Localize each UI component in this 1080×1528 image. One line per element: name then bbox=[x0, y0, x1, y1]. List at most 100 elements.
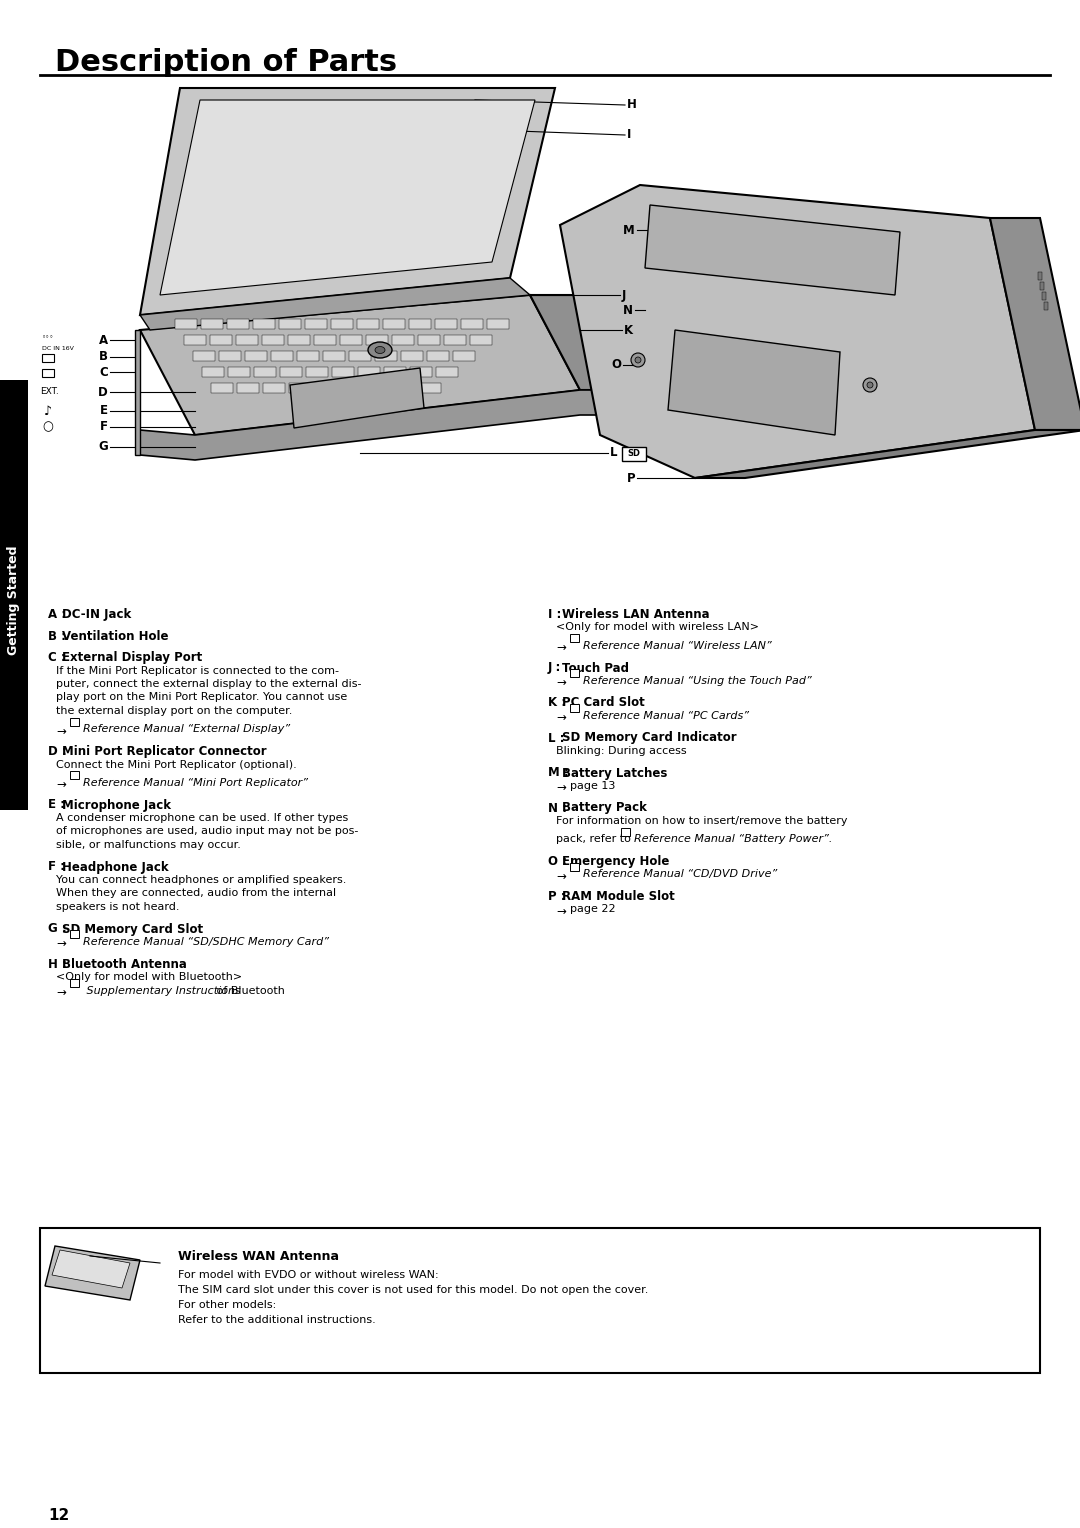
Bar bbox=[393, 384, 415, 393]
Bar bbox=[271, 351, 293, 361]
Text: B: B bbox=[99, 350, 108, 364]
Bar bbox=[367, 384, 389, 393]
Bar bbox=[262, 335, 284, 345]
Text: ◦◦◦: ◦◦◦ bbox=[42, 335, 54, 341]
Text: M :: M : bbox=[548, 767, 569, 779]
Text: Touch Pad: Touch Pad bbox=[562, 662, 629, 674]
Text: Ventilation Hole: Ventilation Hole bbox=[62, 630, 168, 642]
Circle shape bbox=[635, 358, 642, 364]
Bar bbox=[570, 669, 579, 677]
Text: O :: O : bbox=[548, 856, 567, 868]
Bar bbox=[306, 367, 328, 377]
Bar bbox=[315, 384, 337, 393]
Bar bbox=[570, 862, 579, 871]
Bar bbox=[219, 351, 241, 361]
Text: Reference Manual “SD/SDHC Memory Card”: Reference Manual “SD/SDHC Memory Card” bbox=[83, 937, 329, 947]
Text: Reference Manual “Battery Power”.: Reference Manual “Battery Power”. bbox=[634, 834, 832, 845]
Bar bbox=[289, 384, 311, 393]
Text: play port on the Mini Port Replicator. You cannot use: play port on the Mini Port Replicator. Y… bbox=[56, 692, 348, 703]
Text: G :: G : bbox=[48, 923, 67, 935]
Text: Microphone Jack: Microphone Jack bbox=[62, 799, 171, 811]
Bar bbox=[175, 319, 197, 329]
Ellipse shape bbox=[368, 342, 392, 358]
Text: H: H bbox=[627, 98, 637, 112]
Polygon shape bbox=[990, 219, 1080, 429]
Bar bbox=[357, 367, 380, 377]
Bar bbox=[70, 772, 79, 779]
Text: M: M bbox=[623, 223, 635, 237]
Text: →: → bbox=[556, 869, 566, 883]
Bar bbox=[40, 1229, 1040, 1374]
Text: I: I bbox=[627, 128, 632, 142]
Text: Supplementary Instructions: Supplementary Instructions bbox=[83, 986, 241, 996]
Text: L :: L : bbox=[548, 732, 565, 744]
Bar bbox=[340, 335, 362, 345]
Text: When they are connected, audio from the internal: When they are connected, audio from the … bbox=[56, 888, 336, 898]
Bar bbox=[70, 718, 79, 726]
Bar bbox=[570, 704, 579, 712]
Text: DC-IN Jack: DC-IN Jack bbox=[62, 608, 132, 620]
Bar bbox=[193, 351, 215, 361]
Text: Mini Port Replicator Connector: Mini Port Replicator Connector bbox=[62, 746, 267, 758]
Text: →: → bbox=[556, 905, 566, 917]
Text: C :: C : bbox=[48, 651, 66, 665]
Bar bbox=[210, 335, 232, 345]
Bar bbox=[280, 367, 302, 377]
Text: of Bluetooth: of Bluetooth bbox=[213, 986, 285, 996]
Bar bbox=[410, 367, 432, 377]
Text: E: E bbox=[100, 405, 108, 417]
Circle shape bbox=[863, 377, 877, 393]
Text: D :: D : bbox=[48, 746, 67, 758]
Text: The SIM card slot under this cover is not used for this model. Do not open the c: The SIM card slot under this cover is no… bbox=[178, 1285, 648, 1296]
Text: F :: F : bbox=[48, 860, 65, 874]
Text: For information on how to insert/remove the battery: For information on how to insert/remove … bbox=[556, 816, 848, 827]
Text: →: → bbox=[56, 937, 66, 950]
Text: Reference Manual “Mini Port Replicator”: Reference Manual “Mini Port Replicator” bbox=[83, 778, 308, 788]
Bar bbox=[341, 384, 363, 393]
Bar bbox=[383, 319, 405, 329]
Text: F: F bbox=[100, 420, 108, 434]
Text: PC Card Slot: PC Card Slot bbox=[562, 697, 645, 709]
Bar bbox=[436, 367, 458, 377]
Text: Description of Parts: Description of Parts bbox=[55, 47, 397, 76]
Text: ○: ○ bbox=[42, 420, 53, 434]
Text: the external display port on the computer.: the external display port on the compute… bbox=[56, 706, 293, 717]
Bar bbox=[375, 351, 397, 361]
Text: Bluetooth Antenna: Bluetooth Antenna bbox=[62, 958, 187, 970]
Text: D: D bbox=[98, 385, 108, 399]
Polygon shape bbox=[530, 295, 630, 390]
Bar bbox=[392, 335, 414, 345]
Bar bbox=[453, 351, 475, 361]
Text: I :: I : bbox=[548, 608, 562, 620]
Bar bbox=[470, 335, 492, 345]
Bar bbox=[349, 351, 372, 361]
Bar bbox=[409, 319, 431, 329]
Bar bbox=[279, 319, 301, 329]
Bar bbox=[228, 367, 249, 377]
Text: EXT.: EXT. bbox=[40, 388, 58, 396]
Bar bbox=[401, 351, 423, 361]
Text: O: O bbox=[611, 359, 621, 371]
Text: Battery Latches: Battery Latches bbox=[562, 767, 667, 779]
Text: ♪: ♪ bbox=[44, 405, 52, 417]
Bar bbox=[1042, 292, 1047, 299]
Text: For model with EVDO or without wireless WAN:: For model with EVDO or without wireless … bbox=[178, 1270, 438, 1280]
Bar bbox=[211, 384, 233, 393]
Bar bbox=[1038, 272, 1042, 280]
Text: puter, connect the external display to the external dis-: puter, connect the external display to t… bbox=[56, 678, 362, 689]
Text: Battery Pack: Battery Pack bbox=[562, 802, 647, 814]
Text: C: C bbox=[99, 365, 108, 379]
Bar bbox=[461, 319, 483, 329]
Text: pack, refer to: pack, refer to bbox=[556, 834, 634, 845]
Bar bbox=[0, 380, 28, 810]
Circle shape bbox=[631, 353, 645, 367]
Text: For other models:: For other models: bbox=[178, 1300, 276, 1309]
Bar bbox=[570, 634, 579, 642]
Text: →: → bbox=[56, 778, 66, 792]
Bar bbox=[435, 319, 457, 329]
Polygon shape bbox=[45, 1245, 140, 1300]
Text: Connect the Mini Port Replicator (optional).: Connect the Mini Port Replicator (option… bbox=[56, 759, 297, 770]
Circle shape bbox=[867, 382, 873, 388]
FancyBboxPatch shape bbox=[622, 448, 646, 461]
Bar bbox=[42, 368, 54, 377]
